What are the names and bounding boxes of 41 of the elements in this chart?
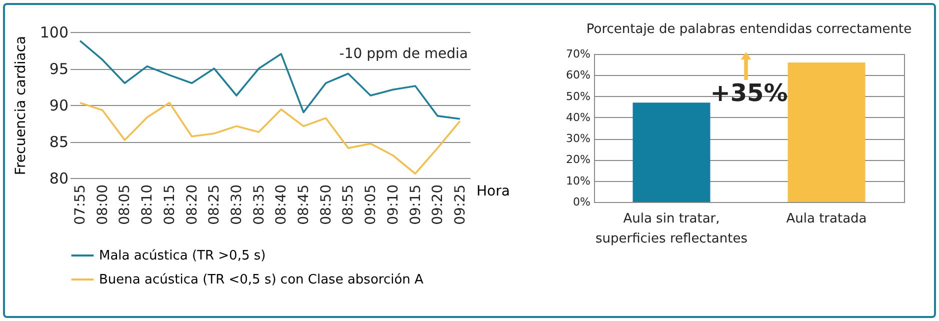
y-tick-label: 85 xyxy=(49,133,68,151)
x-tick-label: 08:55 xyxy=(340,184,357,225)
x-tick-label: 09:15 xyxy=(408,184,424,225)
x-tick-label: 08:15 xyxy=(162,184,178,225)
y-tick-label: 0% xyxy=(573,196,590,208)
x-tick-label: 08:05 xyxy=(117,184,134,225)
x-tick-label: Aula sin tratar, superficies reflectantes xyxy=(595,212,748,246)
x-tick-label: 08:25 xyxy=(206,184,223,225)
x-tick-label: 09:10 xyxy=(385,184,402,225)
y-axis-title: Frecuencia cardiaca xyxy=(12,36,29,176)
legend-label: Mala acústica (TR >0,5 s) xyxy=(99,248,266,264)
x-tick-label: 07:55 xyxy=(72,184,89,225)
x-tick-label: 09:20 xyxy=(430,184,446,225)
x-axis-title: Hora xyxy=(476,184,510,200)
legend-label: Buena acústica (TR <0,5 s) con Clase absorción A xyxy=(99,272,424,288)
y-tick-label: 90 xyxy=(49,96,68,114)
x-tick-label: 08:10 xyxy=(140,184,156,225)
y-tick-label: 70% xyxy=(566,48,590,60)
y-tick-label: 60% xyxy=(566,68,590,82)
x-tick-label: 08:45 xyxy=(296,184,312,225)
x-tick-label: 08:30 xyxy=(228,184,245,225)
x-tick-label: 08:00 xyxy=(94,184,111,225)
y-tick-label: 30% xyxy=(566,132,590,146)
y-tick-label: 100 xyxy=(40,24,68,42)
annotation: -10 ppm de media xyxy=(339,46,468,62)
y-tick-label: 10% xyxy=(566,174,590,188)
x-tick-label: 08:35 xyxy=(251,184,268,225)
y-tick-label: 50% xyxy=(566,90,590,103)
line-series xyxy=(79,102,461,175)
x-tick-label: 08:40 xyxy=(274,184,290,225)
chart-title: Porcentaje de palabras entendidas correctamente xyxy=(586,22,912,37)
x-tick-label: Aula tratada xyxy=(786,212,867,226)
x-tick-label: 08:50 xyxy=(318,184,334,225)
y-tick-label: 20% xyxy=(566,153,590,166)
x-tick-label: 09:25 xyxy=(452,184,468,225)
y-tick-label: 40% xyxy=(566,110,590,124)
x-tick-label: 08:20 xyxy=(184,184,200,225)
x-tick-label: 09:05 xyxy=(363,184,380,225)
y-tick-label: 95 xyxy=(49,60,68,78)
annotation: +35% xyxy=(710,79,788,107)
y-tick-label: 80 xyxy=(49,170,68,188)
